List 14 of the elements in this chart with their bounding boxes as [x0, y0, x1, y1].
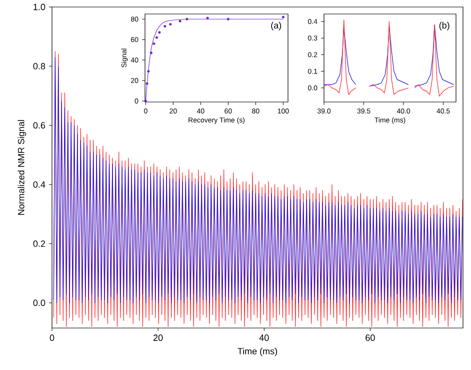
y-tick-label: 0.0	[33, 300, 46, 306]
y-axis-title: Normalized NMR Signal	[18, 120, 26, 215]
y-tick-label: 0.8	[33, 62, 46, 70]
x-tick-label: 40	[259, 334, 269, 341]
x-axis-title: Time (ms)	[238, 348, 278, 356]
x-tick-label: 0	[50, 334, 54, 341]
annotation: (a)	[271, 22, 282, 30]
y-tick-label: 0.2	[33, 240, 46, 247]
y-tick-label: 0.4	[33, 181, 46, 188]
x-tick-label: 60	[366, 334, 375, 341]
y-tick-label: 1.0	[34, 4, 46, 10]
annotation: (b)	[439, 22, 450, 30]
y-tick-label: 0.6	[33, 122, 46, 129]
x-tick-label: 20	[154, 334, 163, 341]
